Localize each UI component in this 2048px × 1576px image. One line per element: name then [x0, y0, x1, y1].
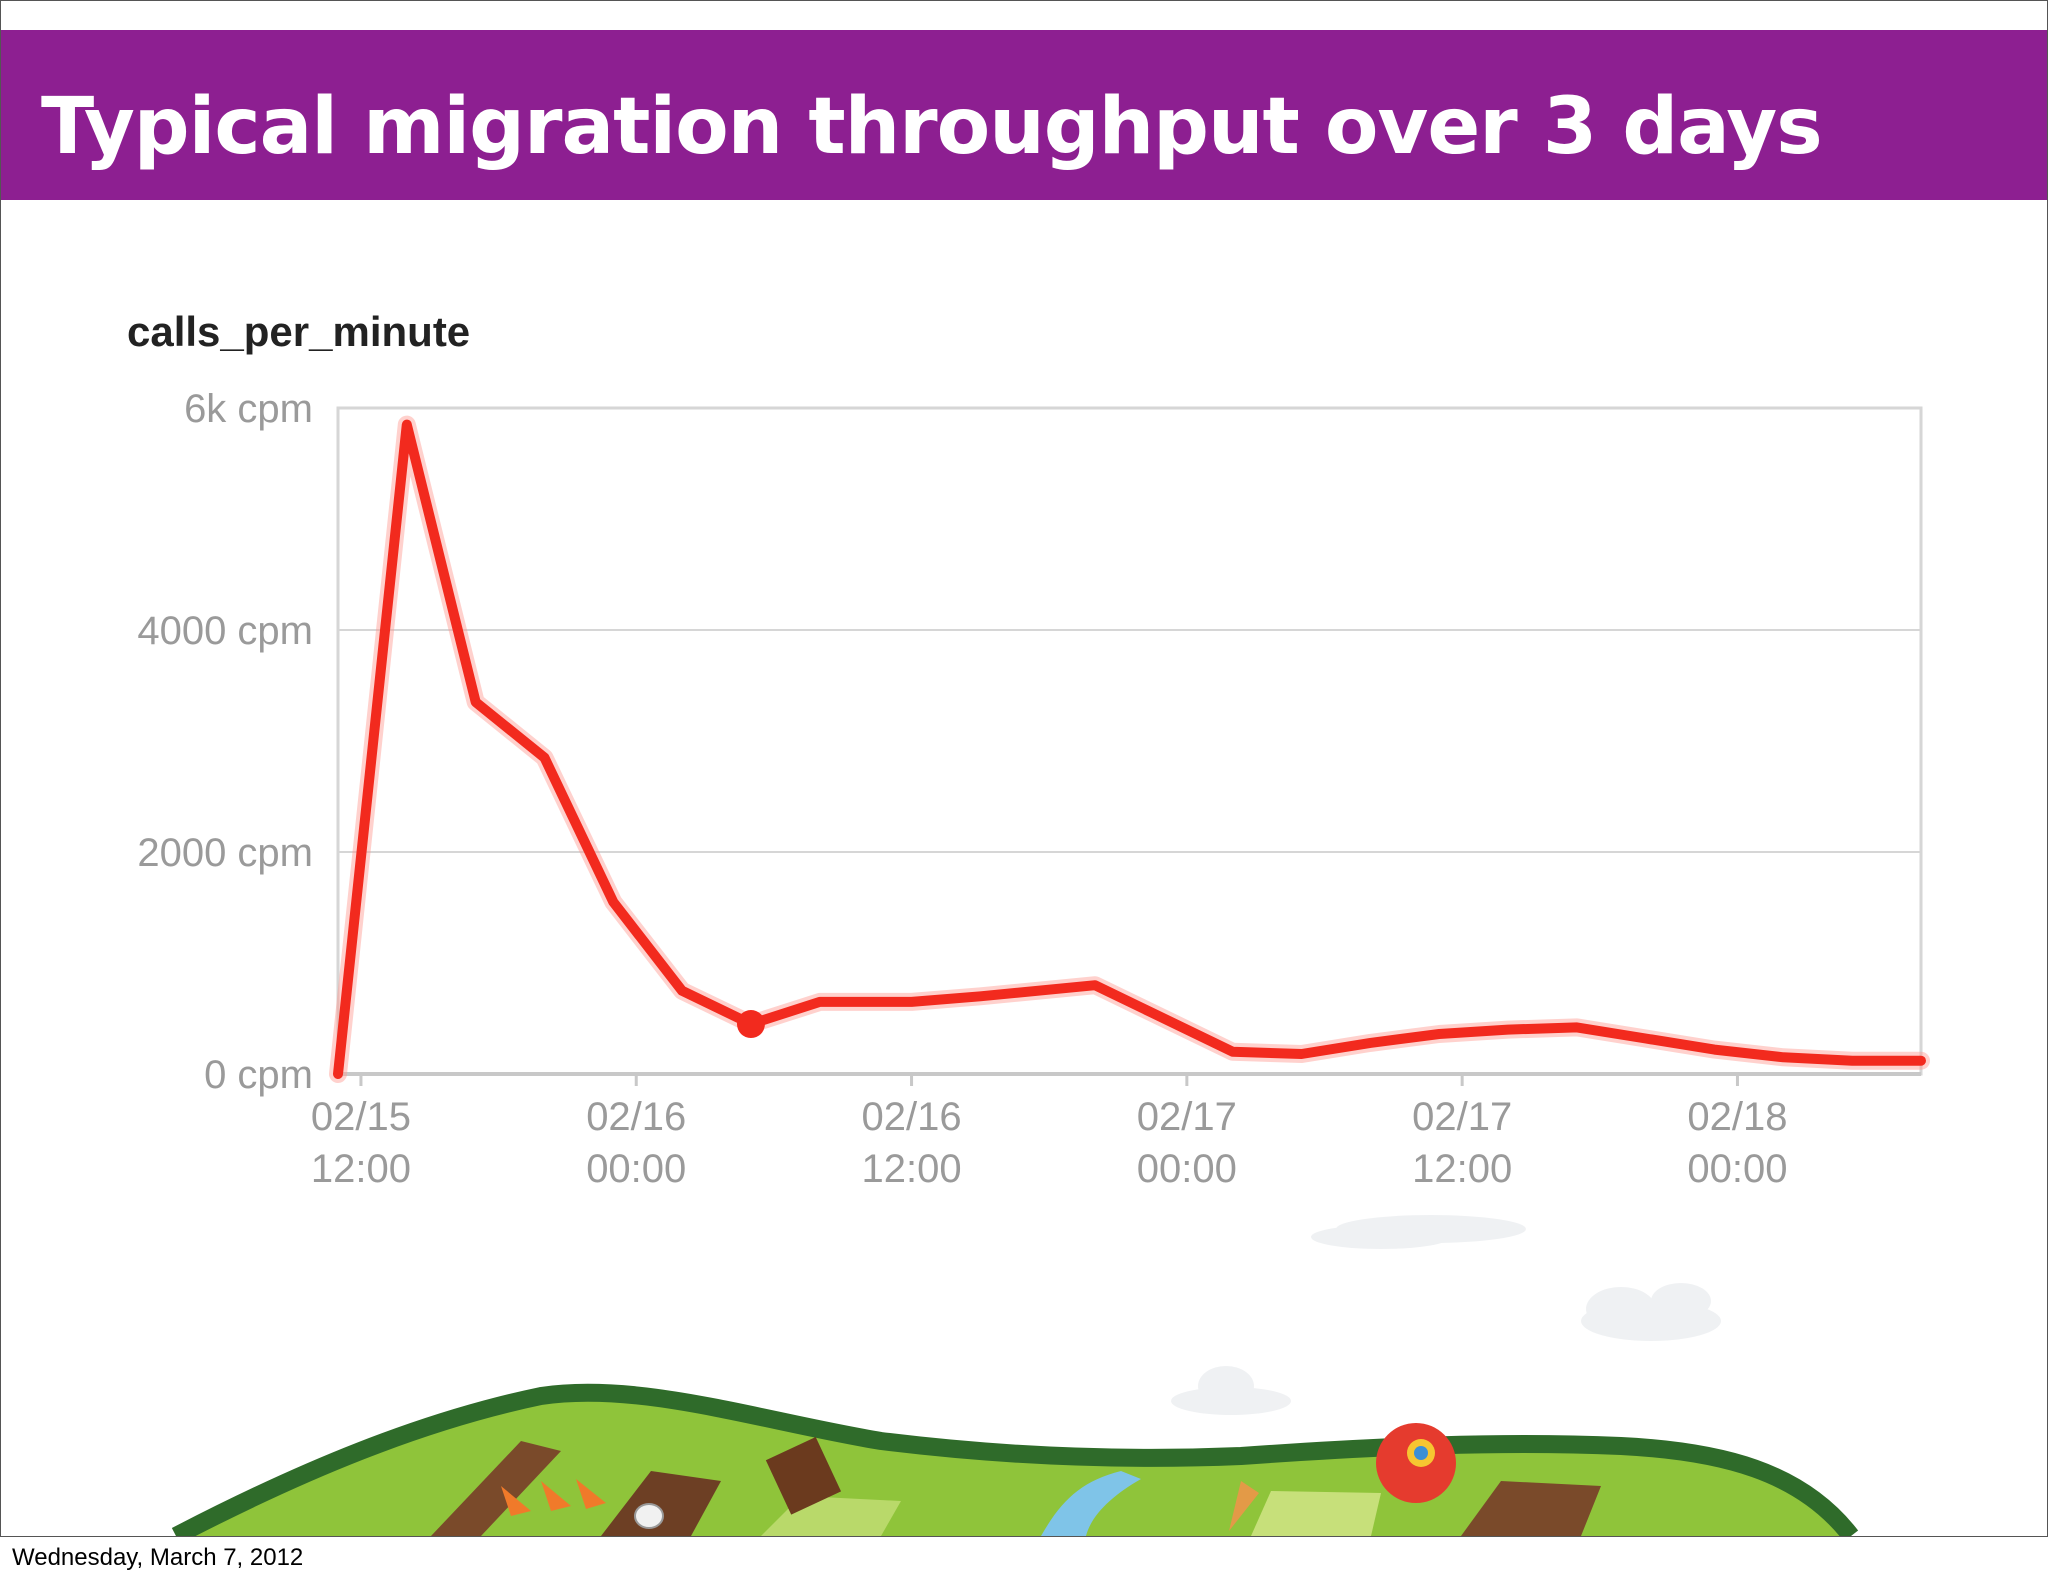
highlight-marker: [736, 1010, 765, 1039]
series-point: [1711, 1046, 1718, 1053]
plot-frame: [336, 406, 1923, 1076]
candy-props-illustration: [501, 1423, 1456, 1531]
title-bar: Typical migration throughput over 3 days: [1, 30, 2047, 200]
hill-illustration: [171, 1383, 1859, 1536]
series-point: [816, 998, 823, 1005]
x-tick-date: 02/17: [1412, 1095, 1512, 1139]
series-point: [1573, 1024, 1580, 1031]
series-point: [541, 754, 548, 761]
slide: Typical migration throughput over 3 days…: [0, 0, 2048, 1537]
series-point: [1849, 1057, 1856, 1064]
series-point: [1436, 1031, 1443, 1038]
landscape-illustration: [171, 1215, 1859, 1536]
series-point: [1298, 1051, 1305, 1058]
y-tick-label: 2000 cpm: [137, 831, 313, 875]
series-point: [1780, 1054, 1787, 1061]
series-point: [1367, 1039, 1374, 1046]
x-tick-date: 02/16: [861, 1095, 961, 1139]
x-tick-time: 00:00: [586, 1147, 686, 1191]
series-line: [333, 419, 1926, 1079]
x-tick-date: 02/16: [586, 1095, 686, 1139]
throughput-chart: calls_per_minute 0 cpm 2000 cpm 4000 cpm 6k …: [127, 308, 1930, 1191]
x-tick-date: 02/15: [311, 1095, 411, 1139]
footer-date: Wednesday, March 7, 2012: [12, 1544, 304, 1571]
slide-title: Typical migration throughput over 3 days: [41, 82, 1823, 172]
series-point: [679, 987, 686, 994]
series-point: [335, 1071, 341, 1077]
series-point: [610, 898, 617, 905]
series-point: [1642, 1035, 1649, 1042]
cloud-illustration: [1171, 1215, 1721, 1415]
y-tick-label: 4000 cpm: [137, 609, 313, 653]
chart-title: calls_per_minute: [127, 308, 470, 355]
y-tick-label: 0 cpm: [204, 1053, 313, 1097]
series-point: [1229, 1048, 1236, 1055]
series-point: [908, 998, 915, 1005]
x-tick-time: 00:00: [1687, 1147, 1787, 1191]
x-tick-time: 12:00: [311, 1147, 411, 1191]
series-point: [403, 421, 410, 428]
series-line-glow: [329, 415, 1930, 1083]
x-tick-date: 02/18: [1687, 1095, 1787, 1139]
y-tick-label: 6k cpm: [184, 387, 313, 431]
x-tick-time: 00:00: [1137, 1147, 1237, 1191]
series-point: [1505, 1026, 1512, 1033]
series-point: [1918, 1057, 1924, 1064]
x-tick-time: 12:00: [1412, 1147, 1512, 1191]
x-tick-time: 12:00: [861, 1147, 961, 1191]
series-point: [977, 993, 984, 1000]
series-point: [472, 699, 479, 706]
x-tick-date: 02/17: [1137, 1095, 1237, 1139]
series-point: [1092, 982, 1099, 989]
